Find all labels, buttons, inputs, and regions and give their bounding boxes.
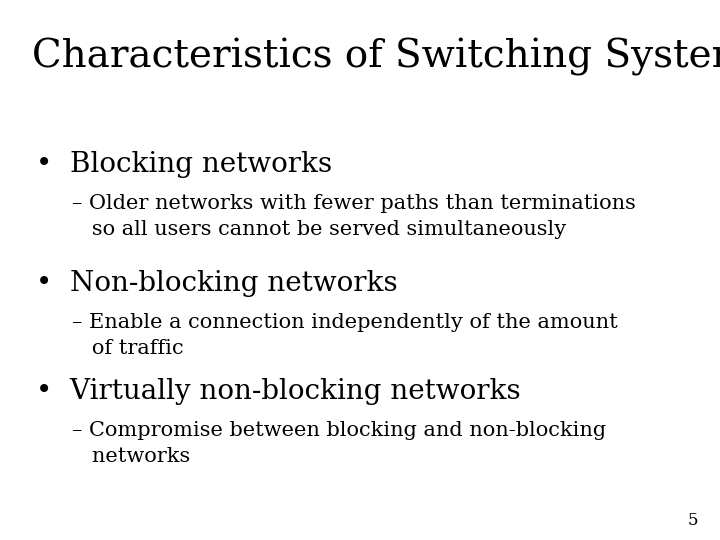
Text: – Older networks with fewer paths than terminations
   so all users cannot be se: – Older networks with fewer paths than t… bbox=[72, 194, 636, 239]
Text: •  Blocking networks: • Blocking networks bbox=[36, 151, 332, 178]
Text: •  Non-blocking networks: • Non-blocking networks bbox=[36, 270, 397, 297]
Text: Characteristics of Switching Systems: Characteristics of Switching Systems bbox=[32, 38, 720, 76]
Text: – Compromise between blocking and non-blocking
   networks: – Compromise between blocking and non-bl… bbox=[72, 421, 606, 466]
Text: – Enable a connection independently of the amount
   of traffic: – Enable a connection independently of t… bbox=[72, 313, 618, 358]
Text: 5: 5 bbox=[688, 512, 698, 529]
Text: •  Virtually non-blocking networks: • Virtually non-blocking networks bbox=[36, 378, 521, 405]
